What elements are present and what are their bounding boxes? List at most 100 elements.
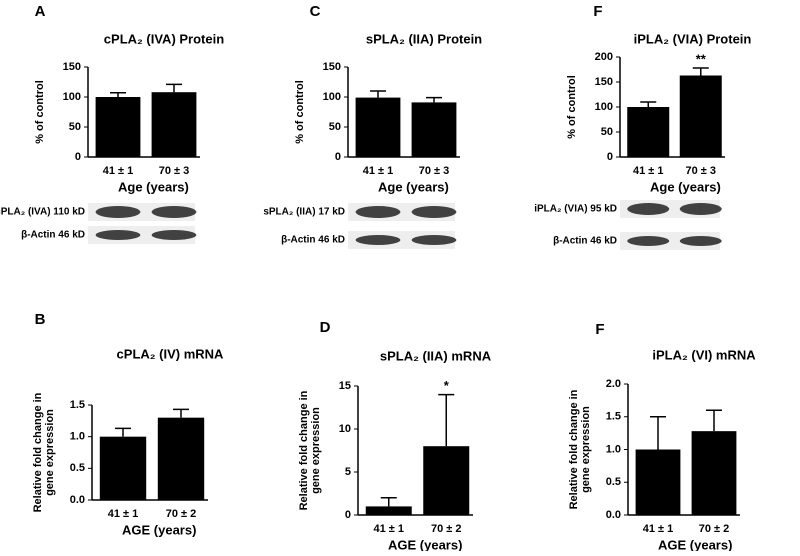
error-bar	[426, 96, 442, 103]
x-tick-label: 70 ± 2	[166, 508, 197, 520]
chart-title: iPLA₂ (VI) mRNA	[652, 347, 756, 362]
y-tick-label: 1.5	[70, 399, 85, 411]
bar	[691, 431, 737, 515]
x-tick-label: 41 ± 1	[373, 523, 404, 535]
blot-band	[411, 206, 457, 218]
error-bar	[380, 497, 397, 507]
blot-band	[411, 235, 457, 245]
significance-mark: **	[696, 51, 707, 66]
x-axis-label: Age (years)	[118, 179, 189, 194]
error-bar	[640, 101, 657, 107]
y-axis-label: Relative fold change in	[568, 389, 580, 509]
x-axis-label: AGE (years)	[658, 537, 732, 551]
chart-title: cPLA₂ (IV) mRNA	[117, 346, 225, 361]
y-tick-label: 0.5	[606, 476, 621, 488]
y-tick-label: 0.5	[70, 462, 85, 474]
y-tick-label: 0	[607, 151, 613, 163]
x-tick-label: 70 ± 2	[699, 523, 730, 535]
blot-band	[355, 206, 401, 218]
x-tick-label: 70 ± 3	[159, 165, 190, 177]
error-bar	[166, 83, 182, 93]
x-axis-label: AGE (years)	[122, 522, 196, 537]
bar	[423, 446, 470, 515]
error-bar	[110, 92, 126, 97]
bar	[411, 102, 457, 157]
error-bar	[650, 416, 666, 450]
bar	[679, 75, 722, 157]
chart-title: sPLA₂ (IIA) Protein	[366, 31, 482, 46]
y-axis-label: % of control	[34, 80, 46, 144]
blot-band	[679, 236, 722, 246]
blot-band	[355, 235, 401, 245]
y-axis-label: Relative fold change in	[32, 392, 44, 512]
blot-label: β-Actin 46 kD	[553, 236, 617, 247]
panel-letter: F	[593, 3, 602, 20]
x-tick-label: 41 ± 1	[108, 508, 139, 520]
error-bar	[438, 393, 455, 447]
y-axis-label: gene expression	[44, 409, 56, 496]
panel-letter: F	[595, 321, 604, 338]
y-tick-label: 2.0	[606, 378, 621, 390]
x-axis-label: Age (years)	[378, 179, 449, 194]
y-tick-label: 10	[339, 423, 351, 435]
chart-title: cPLA₂ (IVA) Protein	[104, 31, 224, 46]
x-tick-label: 41 ± 1	[363, 165, 394, 177]
y-tick-label: 150	[595, 76, 613, 88]
blot-band	[95, 206, 141, 218]
error-bar	[173, 408, 189, 418]
y-tick-label: 200	[595, 51, 613, 63]
y-tick-label: 0	[75, 151, 81, 163]
y-tick-label: 50	[69, 121, 81, 133]
y-tick-label: 15	[339, 380, 351, 392]
y-tick-label: 5	[345, 466, 351, 478]
y-tick-label: 100	[63, 91, 81, 103]
y-tick-label: 0.0	[606, 509, 621, 521]
y-tick-label: 1.0	[70, 431, 85, 443]
blot-band	[151, 206, 197, 218]
x-tick-label: 41 ± 1	[633, 165, 664, 177]
chart-title: sPLA₂ (IIA) mRNA	[380, 348, 492, 363]
x-tick-label: 41 ± 1	[643, 523, 674, 535]
y-tick-label: 150	[63, 61, 81, 73]
y-tick-label: 100	[595, 101, 613, 113]
y-tick-label: 0.0	[70, 494, 85, 506]
bar	[95, 97, 141, 157]
blot-label: β-Actin 46 kD	[21, 230, 85, 241]
blot-label: β-Actin 46 kD	[281, 235, 345, 246]
error-bar	[692, 67, 709, 76]
bar	[151, 92, 197, 157]
y-tick-label: 50	[329, 121, 341, 133]
bar	[157, 417, 205, 500]
bar	[635, 449, 681, 515]
x-tick-label: 70 ± 2	[431, 523, 462, 535]
x-axis-label: AGE (years)	[388, 537, 462, 551]
panel-letter: B	[35, 311, 46, 328]
error-bar	[706, 409, 722, 432]
panel-letter: C	[310, 3, 321, 20]
x-axis-label: Age (years)	[650, 179, 721, 194]
blot-label: sPLA₂ (IIA) 17 kD	[263, 207, 345, 218]
y-axis-label: gene expression	[310, 407, 322, 494]
y-axis-label: % of control	[566, 75, 578, 139]
blot-band	[627, 236, 670, 246]
blot-band	[679, 203, 722, 215]
blot-label: iPLA₂ (VIA) 95 kD	[534, 204, 617, 215]
error-bar	[115, 427, 131, 437]
y-tick-label: 1.5	[606, 411, 621, 423]
y-tick-label: 0	[345, 509, 351, 521]
y-tick-label: 100	[323, 91, 341, 103]
blot-band	[627, 203, 670, 215]
blot-band	[95, 230, 141, 240]
error-bar	[370, 90, 386, 98]
y-tick-label: 150	[323, 61, 341, 73]
y-axis-label: % of control	[294, 80, 306, 144]
x-tick-label: 41 ± 1	[103, 165, 134, 177]
y-axis-label: Relative fold change in	[298, 390, 310, 510]
bar	[99, 436, 147, 500]
y-tick-label: 50	[601, 126, 613, 138]
y-tick-label: 0	[335, 151, 341, 163]
bar	[365, 506, 412, 515]
y-axis-label: gene expression	[580, 406, 592, 493]
x-tick-label: 70 ± 3	[419, 165, 450, 177]
